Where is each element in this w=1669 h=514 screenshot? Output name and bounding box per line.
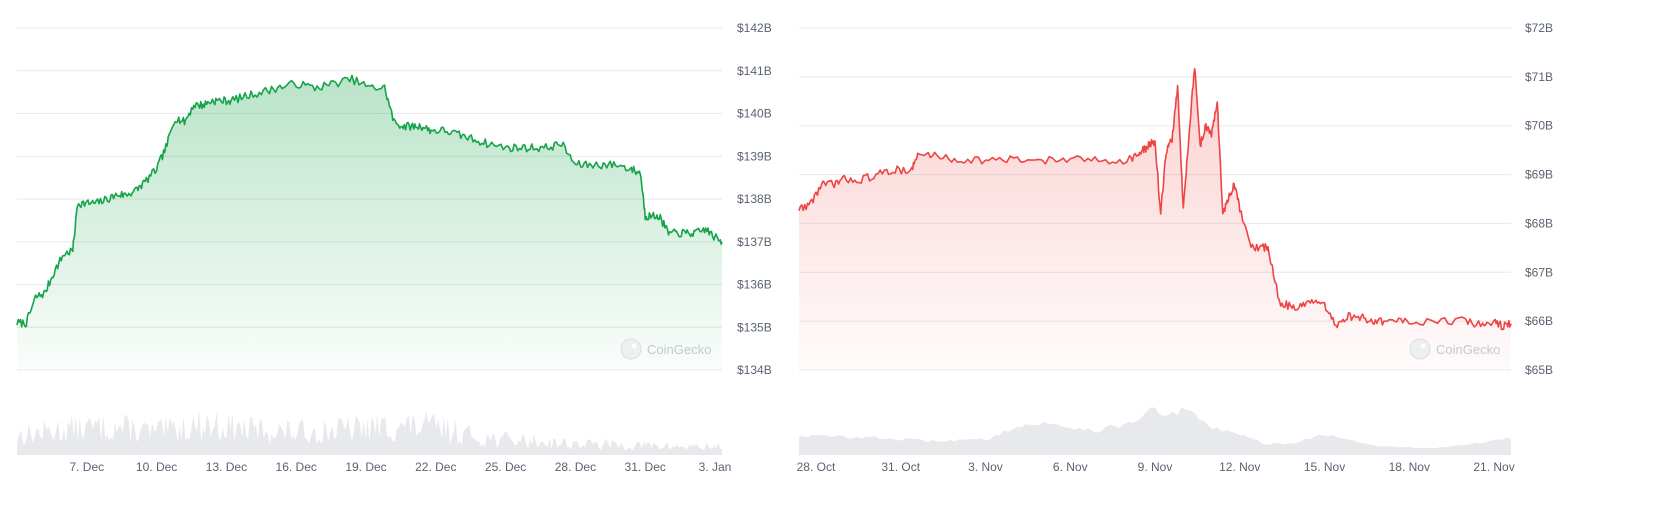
x-tick-label: 12. Nov <box>1219 460 1260 474</box>
y-tick-label: $72B <box>1525 21 1553 35</box>
y-tick-label: $138B <box>737 192 772 206</box>
y-tick-label: $65B <box>1525 363 1553 377</box>
gecko-logo-icon <box>620 338 642 360</box>
x-tick-label: 15. Nov <box>1304 460 1345 474</box>
x-tick-label: 21. Nov <box>1473 460 1514 474</box>
x-tick-label: 13. Dec <box>206 460 247 474</box>
coingecko-watermark: CoinGecko <box>620 338 711 360</box>
watermark-text: CoinGecko <box>647 342 711 357</box>
y-tick-label: $71B <box>1525 70 1553 84</box>
y-tick-label: $66B <box>1525 314 1553 328</box>
x-tick-label: 3. Jan <box>699 460 732 474</box>
price-area <box>17 75 722 371</box>
y-tick-label: $68B <box>1525 216 1553 230</box>
x-tick-label: 7. Dec <box>69 460 104 474</box>
y-tick-label: $134B <box>737 363 772 377</box>
volume-area <box>799 407 1511 455</box>
gecko-logo-icon <box>1409 338 1431 360</box>
x-tick-label: 31. Dec <box>625 460 666 474</box>
y-tick-label: $137B <box>737 235 772 249</box>
gecko-eye-icon <box>631 343 637 349</box>
chart-0: $142B $141B $140B $139B $138B $137B $136B $135B… <box>16 21 772 474</box>
y-tick-label: $135B <box>737 320 772 334</box>
x-tick-label: 25. Dec <box>485 460 526 474</box>
y-tick-label: $141B <box>737 64 772 78</box>
price-line <box>798 68 1512 331</box>
coingecko-watermark: CoinGecko <box>1409 338 1500 360</box>
x-tick-label: 22. Dec <box>415 460 456 474</box>
volume-area <box>17 408 722 455</box>
x-tick-label: 6. Nov <box>1053 460 1088 474</box>
y-tick-label: $136B <box>737 278 772 292</box>
watermark-text: CoinGecko <box>1436 342 1500 357</box>
y-tick-label: $139B <box>737 149 772 163</box>
y-tick-label: $70B <box>1525 119 1553 133</box>
y-tick-label: $142B <box>737 21 772 35</box>
x-tick-label: 31. Oct <box>881 460 920 474</box>
x-tick-label: 18. Nov <box>1389 460 1430 474</box>
price-area <box>799 68 1511 371</box>
x-tick-label: 3. Nov <box>968 460 1003 474</box>
x-tick-label: 10. Dec <box>136 460 177 474</box>
x-tick-label: 28. Dec <box>555 460 596 474</box>
x-tick-label: 16. Dec <box>276 460 317 474</box>
x-tick-label: 19. Dec <box>345 460 386 474</box>
y-tick-label: $67B <box>1525 265 1553 279</box>
gecko-eye-icon <box>1420 343 1426 349</box>
x-tick-label: 28. Oct <box>797 460 836 474</box>
price-line <box>16 74 723 328</box>
x-tick-label: 9. Nov <box>1138 460 1173 474</box>
chart-1: $72B $71B $70B $69B $68B $67B $66B $65B 28. Oct 3… <box>797 21 1553 474</box>
y-tick-label: $140B <box>737 107 772 121</box>
y-tick-label: $69B <box>1525 168 1553 182</box>
